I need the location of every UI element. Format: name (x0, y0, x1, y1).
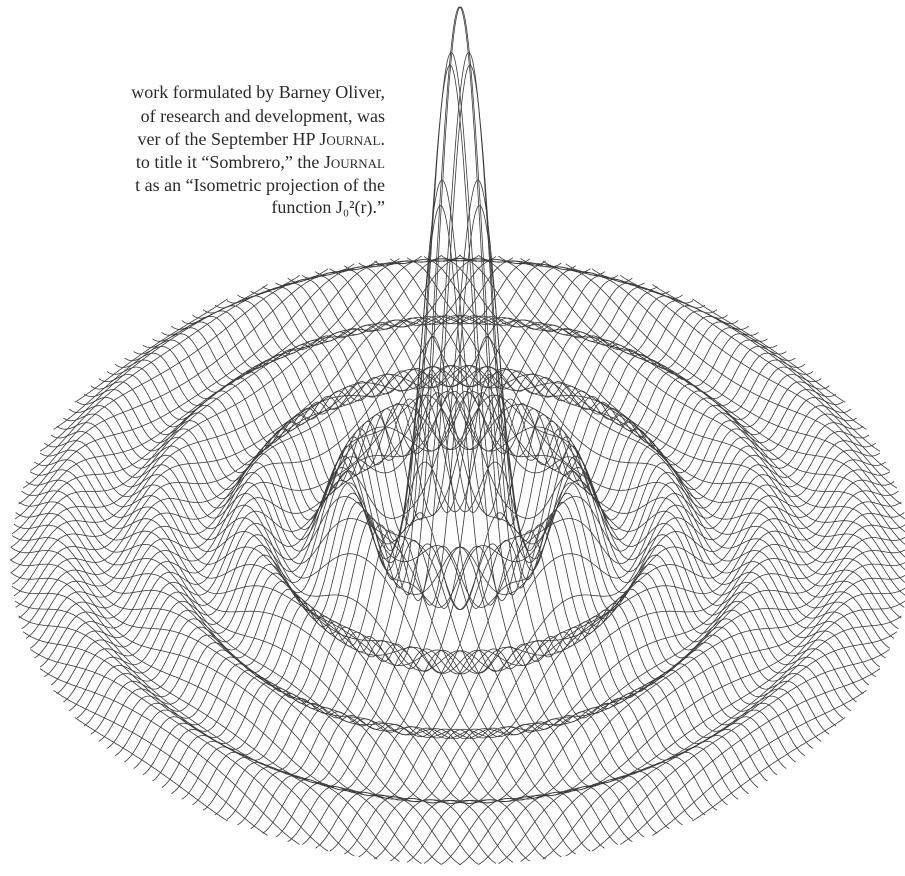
mesh-line (74, 717, 228, 822)
caption-line: work formulated by Barney Oliver, (131, 82, 385, 102)
mesh-line (287, 275, 876, 678)
mesh-line (10, 254, 480, 574)
caption-text: ver of the September HP (138, 129, 320, 149)
small-caps-text: Journal (324, 152, 385, 172)
mesh-line (34, 269, 605, 659)
mesh-line (133, 52, 768, 769)
mesh-line (161, 205, 796, 788)
mesh-line (124, 179, 759, 763)
mesh-line (192, 373, 822, 806)
mesh-line (315, 459, 886, 849)
mesh-line (374, 501, 902, 860)
mesh-line (652, 690, 867, 836)
caption-line: of research and development, was (141, 106, 385, 126)
mesh-line (301, 272, 881, 668)
mesh-line (30, 648, 329, 852)
mesh-line (202, 305, 830, 735)
mesh-line (21, 262, 562, 629)
mesh-line (214, 389, 837, 816)
mesh-line (9, 254, 461, 561)
caption-text: t as an “Isometric projection of the (135, 175, 385, 195)
mesh-line (358, 490, 899, 858)
mesh-line (12, 256, 497, 585)
caption-text: work formulated by Barney Oliver, (131, 82, 385, 102)
mesh-line (142, 6, 778, 776)
mesh-line (76, 295, 694, 719)
mesh-line (692, 717, 846, 822)
mesh-line (25, 264, 577, 639)
mesh-line (181, 366, 814, 800)
mesh-line (250, 413, 857, 830)
mesh-line (214, 300, 837, 727)
mesh-line (10, 255, 442, 548)
mesh-line (14, 258, 400, 520)
mesh-line (478, 575, 905, 865)
mesh-line (11, 255, 422, 535)
mesh-line (301, 449, 881, 845)
mesh-line (262, 422, 864, 834)
caption-text: of research and development, was (141, 106, 385, 126)
mesh-line (406, 524, 905, 863)
mesh-line (63, 286, 670, 703)
mesh-line (18, 615, 378, 860)
caption-line: t as an “Isometric projection of the (135, 175, 385, 195)
mesh-line (44, 275, 633, 678)
mesh-line (170, 359, 806, 795)
mesh-line (591, 648, 890, 852)
mesh-line (50, 278, 645, 686)
mesh-line (18, 260, 546, 619)
mesh-line (343, 479, 895, 855)
mesh-line (237, 405, 852, 826)
mesh-line (565, 631, 898, 857)
mesh-line (22, 263, 355, 489)
mesh-line (287, 440, 876, 842)
caption-text: . (381, 129, 386, 149)
mesh-line (106, 315, 739, 749)
caption-line: ver of the September HP Journal. (138, 129, 385, 149)
mesh-line (124, 205, 759, 788)
mesh-line (226, 397, 844, 820)
mesh-line (18, 260, 378, 505)
mesh-line (114, 321, 750, 757)
caption-line: to title it “Sombrero,” the Journal (136, 152, 385, 172)
mesh-line (202, 381, 830, 811)
small-caps-text: Journal (319, 129, 380, 149)
mesh-line (329, 469, 891, 852)
caption-text: function J₀²(r).” (271, 197, 385, 218)
mesh-line (459, 562, 905, 866)
mesh-line (68, 291, 683, 712)
mesh-line (90, 305, 718, 735)
caption-line: function J₀²(r).” (271, 197, 385, 218)
mesh-line (542, 615, 902, 860)
mesh-line (520, 600, 905, 862)
mesh-line (56, 282, 658, 695)
mesh-line (74, 298, 228, 403)
mesh-line (30, 268, 329, 471)
caption-text: to title it “Sombrero,” the (136, 152, 324, 172)
mesh-line (275, 431, 870, 838)
mesh-line (18, 501, 546, 860)
mesh-line (29, 266, 591, 649)
caption: work formulated by Barney Oliver, of rese… (131, 82, 385, 218)
mesh-line (83, 300, 706, 727)
mesh-line (423, 536, 905, 864)
mesh-line (13, 523, 514, 863)
mesh-line (13, 257, 514, 597)
mesh-line (152, 64, 787, 782)
sombrero-mesh (9, 6, 905, 866)
mesh-line (620, 668, 881, 845)
mesh-line (15, 258, 531, 608)
mesh-line (498, 587, 905, 865)
mesh-line (406, 257, 905, 596)
mesh-line (39, 274, 300, 452)
mesh-line (39, 272, 619, 668)
